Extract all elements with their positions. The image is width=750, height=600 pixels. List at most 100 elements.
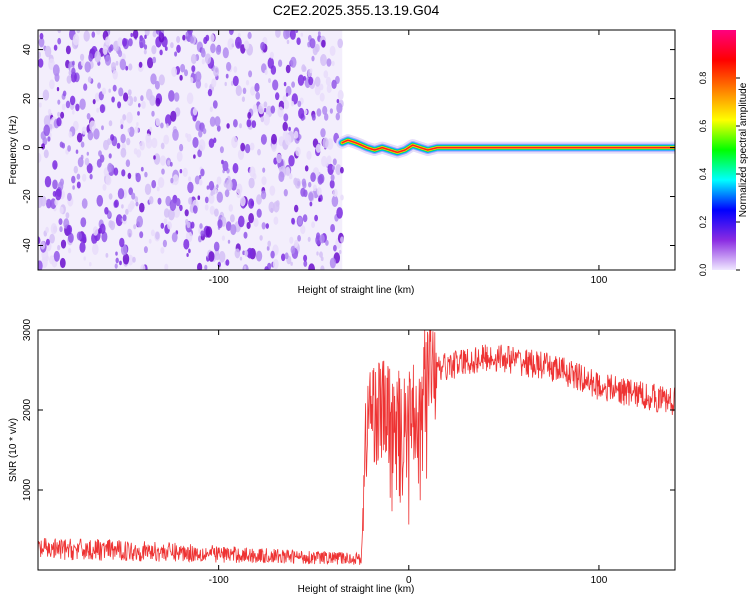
colorbar-ticks: 0.0 0.2 0.4 0.6 0.8 bbox=[698, 72, 740, 277]
spectrogram-y-axis-label: Frequency (Hz) bbox=[8, 116, 19, 185]
noise-blob bbox=[239, 196, 246, 207]
noise-blob bbox=[259, 235, 263, 241]
noise-blob bbox=[333, 244, 337, 252]
noise-blob bbox=[119, 260, 122, 266]
noise-blob bbox=[272, 259, 279, 270]
noise-blob bbox=[232, 75, 239, 87]
noise-blob bbox=[340, 236, 344, 243]
noise-blob bbox=[168, 90, 175, 102]
noise-blob bbox=[45, 226, 49, 233]
noise-blob bbox=[326, 58, 332, 67]
noise-blob bbox=[176, 151, 183, 162]
noise-blob bbox=[57, 37, 62, 45]
noise-blob bbox=[264, 69, 268, 75]
noise-blob bbox=[150, 73, 157, 85]
noise-blob bbox=[87, 76, 92, 83]
noise-blob bbox=[86, 163, 93, 174]
noise-blob bbox=[308, 263, 315, 270]
colorbar-tick-label: 0.0 bbox=[698, 264, 708, 277]
noise-blob bbox=[120, 133, 126, 144]
noise-blob bbox=[122, 37, 127, 47]
noise-blob bbox=[306, 150, 312, 160]
noise-blob bbox=[151, 45, 157, 55]
noise-blob bbox=[208, 193, 215, 204]
noise-blob bbox=[322, 105, 328, 115]
noise-blob bbox=[55, 188, 62, 201]
noise-blob bbox=[261, 176, 267, 186]
noise-blob bbox=[290, 261, 293, 266]
noise-blob bbox=[92, 226, 99, 236]
noise-blob bbox=[310, 172, 316, 183]
noise-blob bbox=[108, 46, 112, 53]
noise-blob bbox=[295, 30, 299, 34]
noise-blob bbox=[225, 221, 232, 232]
noise-blob bbox=[99, 104, 105, 114]
noise-blob bbox=[158, 74, 165, 86]
noise-blob bbox=[244, 250, 249, 257]
noise-blob bbox=[337, 38, 344, 49]
noise-blob bbox=[126, 111, 133, 124]
noise-blob bbox=[160, 122, 164, 129]
noise-blob bbox=[320, 128, 326, 138]
noise-blob bbox=[140, 166, 144, 172]
noise-blob bbox=[314, 76, 321, 87]
noise-blob bbox=[115, 251, 118, 256]
noise-blob bbox=[84, 61, 91, 73]
spectrogram-ridge bbox=[336, 134, 675, 159]
noise-blob bbox=[38, 37, 45, 48]
noise-blob bbox=[105, 36, 111, 46]
noise-blob bbox=[139, 202, 145, 213]
noise-blob bbox=[329, 179, 335, 189]
noise-blob bbox=[285, 64, 291, 74]
noise-blob bbox=[209, 205, 215, 215]
noise-blob bbox=[153, 155, 156, 160]
noise-blob bbox=[68, 70, 72, 76]
noise-blob bbox=[151, 110, 155, 117]
noise-blob bbox=[330, 174, 335, 182]
noise-blob bbox=[248, 213, 255, 224]
noise-blob bbox=[93, 128, 100, 140]
noise-blob bbox=[157, 177, 165, 188]
noise-blob bbox=[118, 87, 124, 97]
noise-blob bbox=[303, 76, 306, 81]
noise-blob bbox=[232, 163, 239, 174]
noise-blob bbox=[286, 39, 290, 45]
noise-blob bbox=[87, 130, 94, 141]
noise-blob bbox=[160, 142, 165, 150]
noise-blob bbox=[52, 64, 60, 77]
noise-blob bbox=[316, 251, 319, 256]
noise-blob bbox=[97, 82, 101, 89]
noise-blob bbox=[217, 219, 223, 229]
noise-blob bbox=[216, 191, 223, 203]
noise-blob bbox=[230, 214, 235, 223]
noise-blob bbox=[184, 69, 188, 77]
noise-blob bbox=[210, 43, 216, 54]
y-tick-label: 2000 bbox=[22, 398, 33, 421]
noise-blob bbox=[210, 191, 214, 196]
noise-blob bbox=[188, 197, 193, 205]
noise-blob bbox=[224, 189, 230, 198]
noise-blob bbox=[236, 183, 243, 195]
noise-blob bbox=[251, 120, 257, 128]
noise-blob bbox=[148, 196, 154, 205]
noise-blob bbox=[89, 173, 93, 180]
noise-blob bbox=[271, 133, 277, 145]
noise-blob bbox=[314, 43, 320, 53]
noise-blob bbox=[329, 45, 336, 57]
noise-blob bbox=[59, 206, 64, 214]
noise-blob bbox=[239, 123, 242, 129]
noise-blob bbox=[178, 204, 183, 212]
noise-blob bbox=[185, 31, 189, 37]
noise-blob bbox=[324, 113, 329, 121]
noise-blob bbox=[294, 239, 299, 248]
noise-blob bbox=[199, 223, 203, 229]
noise-blob bbox=[290, 56, 297, 68]
noise-blob bbox=[66, 224, 73, 235]
noise-blob bbox=[102, 45, 108, 55]
noise-blob bbox=[314, 214, 318, 222]
noise-blob bbox=[122, 253, 130, 265]
noise-blob bbox=[108, 220, 113, 229]
noise-blob bbox=[304, 165, 309, 172]
noise-blob bbox=[134, 196, 139, 203]
noise-blob bbox=[200, 49, 206, 58]
